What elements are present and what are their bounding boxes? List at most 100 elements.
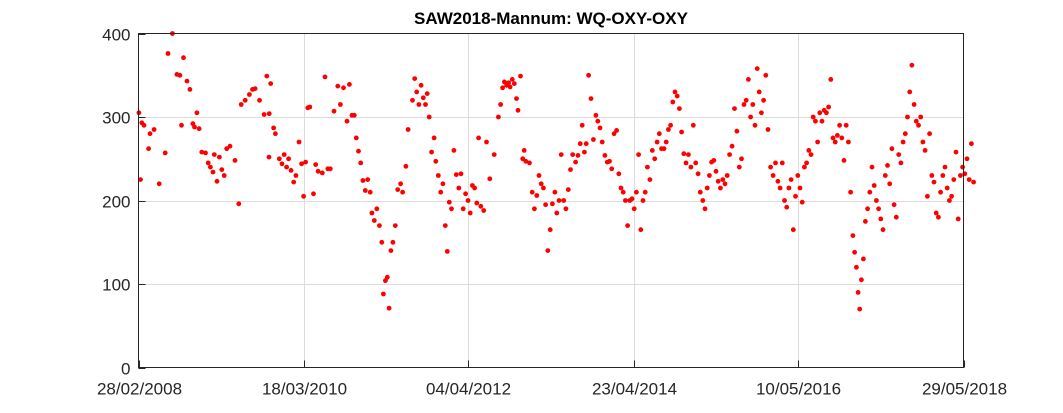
data-point	[356, 148, 361, 154]
data-point	[420, 95, 426, 101]
data-points	[136, 31, 976, 312]
data-point	[750, 102, 756, 107]
data-point	[412, 76, 418, 81]
data-point	[850, 233, 856, 239]
data-point	[288, 168, 294, 173]
data-point	[782, 198, 787, 203]
data-point	[264, 73, 270, 79]
data-point	[532, 206, 537, 212]
data-point	[871, 183, 877, 188]
data-point	[707, 173, 712, 178]
plot-area-border	[138, 33, 964, 368]
data-point	[438, 189, 444, 195]
data-point	[700, 198, 706, 203]
data-point	[311, 191, 316, 197]
data-point	[656, 131, 662, 137]
data-point	[867, 189, 873, 195]
data-point	[609, 166, 615, 172]
data-point	[679, 129, 684, 135]
data-point	[756, 89, 762, 95]
data-point	[955, 216, 961, 222]
data-point	[536, 173, 542, 178]
data-point	[276, 156, 282, 162]
data-point	[786, 185, 792, 191]
data-point	[642, 189, 648, 195]
data-point	[620, 189, 626, 195]
data-point	[761, 97, 766, 103]
x-tick-label: 18/03/2010	[262, 380, 347, 399]
data-point	[824, 110, 829, 116]
data-point	[918, 114, 924, 120]
data-point	[704, 185, 710, 191]
data-point	[942, 164, 948, 170]
data-point	[746, 77, 751, 82]
data-point	[763, 72, 769, 78]
data-point	[527, 160, 532, 166]
data-point	[446, 199, 452, 205]
data-point	[837, 122, 842, 128]
data-point	[303, 159, 308, 165]
data-point	[252, 86, 258, 91]
data-point	[478, 203, 484, 209]
data-point	[909, 62, 915, 68]
data-point	[498, 102, 503, 107]
data-point	[795, 173, 801, 178]
data-point	[788, 177, 794, 183]
y-tick-label: 300	[102, 109, 130, 128]
data-point	[484, 139, 489, 145]
data-point	[826, 104, 831, 110]
data-point	[227, 143, 233, 149]
data-point	[599, 139, 605, 145]
data-point	[474, 200, 480, 206]
data-point	[784, 204, 790, 210]
data-point	[922, 148, 928, 153]
data-point	[636, 152, 641, 158]
data-point	[593, 112, 599, 118]
data-point	[362, 188, 368, 193]
data-point	[400, 189, 405, 195]
data-point	[341, 85, 346, 91]
data-point	[500, 85, 505, 91]
data-point	[534, 193, 540, 198]
data-point	[690, 122, 696, 128]
data-point	[793, 193, 798, 199]
data-point	[806, 148, 812, 153]
data-point	[607, 158, 612, 164]
data-point	[284, 164, 289, 170]
data-point	[381, 291, 386, 297]
data-point	[458, 171, 464, 177]
data-point	[286, 156, 291, 162]
data-point	[663, 139, 669, 145]
data-point	[869, 164, 875, 170]
data-point	[759, 110, 764, 116]
data-point	[944, 185, 950, 191]
data-point	[543, 202, 548, 208]
data-point	[208, 164, 213, 170]
data-point	[351, 112, 357, 118]
data-point	[515, 107, 521, 113]
x-axis: 28/02/2008 18/03/2010 04/04/2012 23/04/2014…	[97, 360, 1007, 399]
data-point	[893, 214, 899, 220]
data-point	[591, 137, 596, 142]
chart-title: SAW2018-Mannum: WQ-OXY-OXY	[414, 9, 689, 28]
data-point	[502, 79, 507, 85]
data-point	[887, 181, 893, 187]
data-point	[852, 249, 857, 255]
data-point	[266, 111, 272, 117]
data-point	[365, 177, 371, 183]
data-point	[582, 149, 587, 155]
data-point	[702, 206, 708, 212]
data-point	[491, 152, 497, 158]
data-point	[575, 153, 581, 158]
data-point	[266, 154, 272, 160]
data-point	[371, 218, 377, 223]
data-point	[456, 185, 462, 191]
data-point	[797, 185, 803, 191]
data-point	[629, 196, 635, 202]
data-point	[196, 126, 202, 132]
data-point	[353, 135, 359, 141]
data-point	[463, 191, 468, 197]
data-point	[933, 210, 939, 216]
data-point	[327, 166, 333, 172]
